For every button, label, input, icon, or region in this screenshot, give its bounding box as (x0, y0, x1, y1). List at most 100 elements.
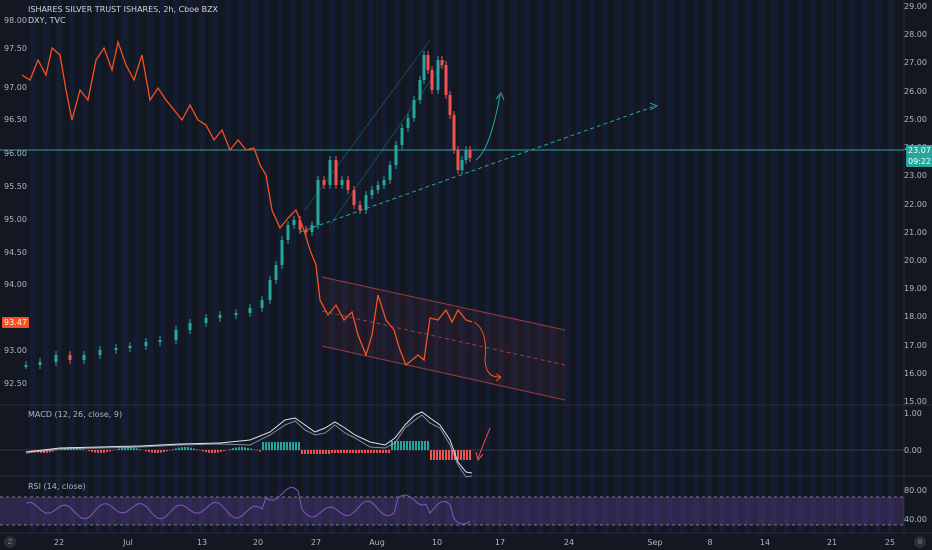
left-axis-tick: 93.00 (4, 346, 27, 355)
session-band (446, 0, 452, 533)
session-band (680, 0, 686, 533)
candle-body (370, 190, 374, 195)
rsi-label: RSI (14, close) (28, 482, 86, 491)
macd-bar (88, 450, 90, 452)
session-band (147, 0, 153, 533)
macd-bar (310, 450, 312, 454)
session-band (524, 0, 530, 533)
macd-bar (397, 441, 399, 450)
left-axis-tick: 94.00 (4, 280, 27, 289)
candle-body (54, 355, 58, 362)
time-axis-tick: 17 (494, 538, 506, 547)
candle-body (310, 225, 314, 232)
macd-bar (124, 447, 126, 450)
silver-projection-arrow[interactable] (475, 94, 501, 161)
macd-bar (220, 450, 222, 452)
time-axis-tick: Jul (123, 538, 133, 547)
session-band (589, 0, 595, 533)
time-axis-tick: 14 (759, 538, 771, 547)
macd-bar (376, 450, 378, 453)
candle-body (328, 160, 332, 185)
time-axis-tick: 25 (884, 538, 896, 547)
candle-body (286, 225, 290, 240)
macd-bar (367, 450, 369, 453)
macd-bar (139, 449, 141, 450)
macd-bar (340, 450, 342, 453)
session-band (355, 0, 361, 533)
session-band (719, 0, 725, 533)
channel-upper-line[interactable] (321, 276, 566, 331)
macd-bar (106, 450, 108, 453)
right-axis-tick: 25.00 (904, 114, 927, 124)
macd-bar (286, 442, 288, 450)
session-band (173, 0, 179, 533)
dxy-projection-arrow[interactable] (473, 321, 501, 378)
right-axis-tick: 16.00 (904, 368, 927, 378)
macd-bar (190, 447, 192, 450)
macd-bar (259, 450, 261, 452)
time-axis-tick: 27 (310, 538, 322, 547)
time-axis-tick: Sep (647, 538, 663, 547)
macd-bar (292, 442, 294, 450)
macd-bar (271, 442, 273, 450)
macd-bar (97, 450, 99, 453)
silver-channel-lower[interactable] (329, 59, 446, 226)
session-band (628, 0, 634, 533)
session-band (745, 0, 751, 533)
macd-bar (373, 450, 375, 453)
macd-bar (103, 450, 105, 453)
macd-bar (409, 441, 411, 450)
candle-body (456, 150, 460, 170)
right-price-tag: 23.07 (906, 145, 932, 156)
candle-body (452, 115, 456, 150)
macd-bar (385, 450, 387, 453)
session-band (30, 0, 36, 533)
candle-body (316, 180, 320, 225)
macd-bar (307, 450, 309, 454)
session-band (225, 0, 231, 533)
macd-bar (160, 450, 162, 453)
session-band (511, 0, 517, 533)
macd-bar (55, 450, 57, 451)
right-axis-tick: 26.00 (904, 86, 927, 96)
candle-body (82, 355, 86, 360)
session-band (108, 0, 114, 533)
macd-bar (295, 442, 297, 450)
macd-bar (280, 442, 282, 450)
session-band (69, 0, 75, 533)
macd-arrow[interactable] (477, 427, 491, 459)
candle-body (430, 70, 434, 90)
candle-body (24, 365, 28, 367)
gear-icon[interactable]: ⚙ (914, 536, 926, 548)
session-band (875, 0, 881, 533)
candle-body (144, 342, 148, 346)
macd-histogram (28, 441, 471, 460)
macd-bar (82, 449, 84, 450)
macd-bar (100, 450, 102, 453)
macd-bar (430, 450, 432, 460)
dxy-line[interactable] (21, 39, 473, 367)
rsi-tick: 40.00 (904, 515, 927, 524)
macd-bar (394, 441, 396, 450)
right-axis-tick: 22.00 (904, 199, 927, 209)
candle-body (334, 160, 338, 185)
candle-body (364, 195, 368, 210)
macd-bar (457, 450, 459, 460)
macd-bar (466, 450, 468, 460)
candle-body (188, 323, 192, 330)
session-band (329, 0, 335, 533)
macd-bar (463, 450, 465, 460)
session-band (251, 0, 257, 533)
macd-line[interactable] (25, 411, 473, 474)
channel-lower-line[interactable] (321, 345, 566, 401)
macd-bar (364, 450, 366, 453)
macd-bar (79, 448, 81, 450)
candle-body (218, 315, 222, 318)
candle-body (292, 220, 296, 225)
z-icon[interactable]: Z (4, 536, 16, 548)
silver-channel-upper[interactable] (304, 39, 431, 211)
rsi-line[interactable] (25, 486, 471, 525)
session-band (134, 0, 140, 533)
macd-signal-line[interactable] (25, 414, 473, 478)
